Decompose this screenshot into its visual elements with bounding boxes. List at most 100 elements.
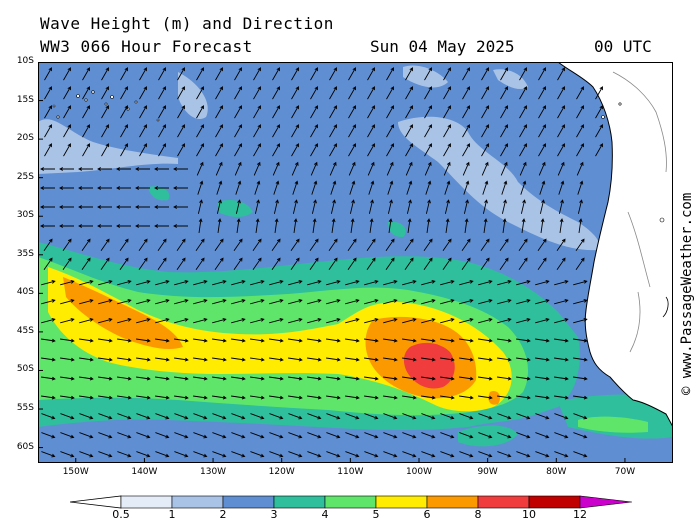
wave-direction-arrow: [119, 238, 129, 251]
wave-direction-arrow: [519, 143, 527, 157]
wave-direction-arrow: [442, 257, 452, 270]
wave-direction-arrow: [421, 451, 436, 458]
wave-direction-arrow: [119, 257, 129, 270]
wave-direction-arrow: [215, 124, 223, 138]
wave-direction-arrow: [197, 180, 204, 195]
wave-direction-arrow: [98, 338, 113, 343]
wave-direction-arrow: [59, 186, 74, 190]
wave-direction-arrow: [269, 357, 284, 362]
wave-direction-arrow: [250, 298, 265, 305]
wave-direction-arrow: [63, 105, 71, 119]
wave-direction-arrow: [483, 218, 488, 233]
legend-swatch: [324, 495, 377, 509]
wave-direction-arrow: [521, 218, 526, 233]
wave-direction-arrow: [234, 86, 242, 100]
wave-direction-arrow: [421, 317, 436, 324]
wave-direction-arrow: [97, 205, 112, 209]
wave-direction-arrow: [478, 357, 493, 362]
wave-direction-arrow: [497, 451, 512, 458]
wave-direction-arrow: [269, 317, 284, 324]
wave-direction-arrow: [98, 298, 113, 305]
wave-direction-arrow: [288, 317, 303, 324]
wave-direction-arrow: [329, 105, 337, 119]
wave-direction-arrow: [497, 298, 512, 305]
wave-direction-arrow: [459, 376, 474, 381]
wave-direction-arrow: [269, 395, 284, 400]
latitude-label: 45S: [16, 325, 34, 336]
wave-direction-arrow: [387, 180, 394, 195]
wave-direction-arrow: [329, 67, 337, 81]
wave-direction-arrow: [155, 317, 170, 324]
wave-direction-arrow: [326, 298, 341, 305]
wave-direction-arrow: [136, 451, 151, 458]
wave-direction-arrow: [345, 357, 360, 362]
wave-direction-arrow: [535, 376, 550, 381]
wave-direction-arrow: [537, 238, 547, 251]
wave-direction-arrow: [518, 238, 528, 251]
wave-direction-arrow: [443, 105, 451, 119]
wave-direction-arrow: [519, 161, 527, 176]
wave-direction-arrow: [500, 67, 508, 81]
wave-direction-arrow: [345, 413, 360, 420]
wave-direction-arrow: [421, 432, 436, 439]
wave-direction-arrow: [595, 86, 603, 100]
wave-direction-arrow: [41, 376, 56, 381]
wave-direction-arrow: [383, 357, 398, 362]
wave-direction-arrow: [234, 67, 242, 81]
wave-direction-arrow: [291, 124, 299, 138]
wave-direction-arrow: [193, 338, 208, 343]
wave-direction-arrow: [136, 395, 151, 400]
wave-direction-arrow: [193, 279, 208, 286]
wave-direction-arrow: [307, 338, 322, 343]
wave-direction-arrow: [480, 257, 490, 270]
wave-direction-arrow: [41, 395, 56, 400]
legend-swatch: [528, 495, 581, 509]
wave-direction-arrow: [554, 298, 569, 305]
wave-direction-arrow: [79, 413, 94, 420]
wave-direction-arrow: [440, 413, 455, 420]
wave-direction-arrow: [120, 86, 128, 100]
legend-min-triangle: [69, 495, 122, 509]
wave-direction-arrow: [520, 199, 526, 214]
wave-direction-arrow: [155, 395, 170, 400]
copyright-credit: © www.PassageWeather.com: [679, 192, 695, 395]
wave-direction-arrow: [273, 180, 280, 195]
wave-direction-arrow: [136, 432, 151, 439]
wave-direction-arrow: [101, 86, 109, 100]
forecast-model-label: WW3 066 Hour Forecast: [40, 37, 253, 56]
forecast-time: 00 UTC: [594, 37, 652, 56]
wave-direction-arrow: [254, 199, 260, 214]
wave-direction-arrow: [79, 338, 94, 343]
wave-direction-arrow: [63, 86, 71, 100]
wave-direction-arrow: [136, 338, 151, 343]
wave-direction-arrow: [326, 395, 341, 400]
wave-direction-arrow: [480, 238, 490, 251]
wave-direction-arrow: [443, 161, 451, 176]
wave-direction-arrow: [60, 376, 75, 381]
wave-direction-arrow: [367, 161, 375, 176]
wave-direction-arrow: [481, 86, 489, 100]
wave-direction-arrow: [157, 257, 167, 270]
wave-direction-arrow: [421, 395, 436, 400]
wave-direction-arrow: [497, 376, 512, 381]
wave-direction-arrow: [516, 395, 531, 400]
wave-direction-arrow: [443, 86, 451, 100]
wave-direction-arrow: [573, 279, 588, 286]
wave-direction-arrow: [235, 199, 241, 214]
wave-direction-arrow: [554, 338, 569, 343]
wave-direction-arrow: [255, 218, 260, 233]
wave-direction-arrow: [269, 432, 284, 439]
wave-direction-arrow: [176, 257, 186, 270]
wave-direction-arrow: [554, 317, 569, 324]
wave-direction-arrow: [250, 357, 265, 362]
wave-direction-arrow: [139, 124, 147, 138]
wave-direction-arrow: [516, 376, 531, 381]
wave-direction-arrow: [79, 298, 94, 305]
wave-direction-arrow: [174, 395, 189, 400]
wave-direction-arrow: [97, 224, 112, 228]
wave-direction-arrow: [288, 413, 303, 420]
wave-direction-arrow: [364, 395, 379, 400]
wave-direction-arrow: [367, 105, 375, 119]
wave-direction-arrow: [59, 167, 74, 171]
wave-direction-arrow: [385, 238, 395, 251]
